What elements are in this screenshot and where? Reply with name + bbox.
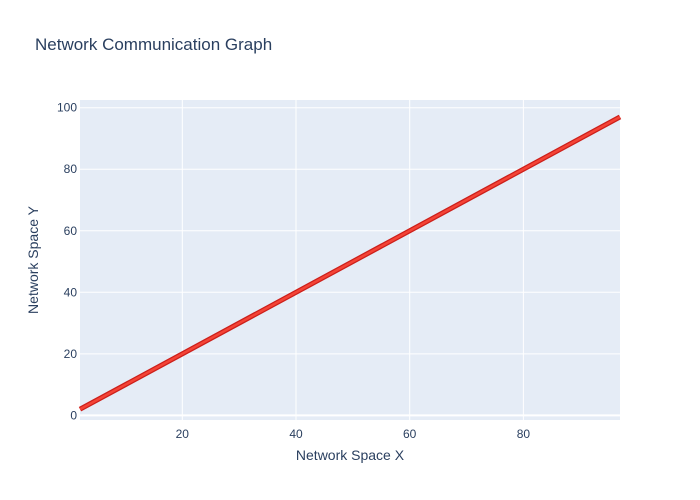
plot-area xyxy=(80,100,620,420)
tick-labels: 20 40 60 80 0 20 40 60 80 100 xyxy=(57,101,530,441)
y-tick-label: 80 xyxy=(64,162,78,176)
grid xyxy=(80,100,620,420)
x-tick-label: 20 xyxy=(176,427,190,441)
series-layer xyxy=(78,114,622,412)
chart-title: Network Communication Graph xyxy=(35,35,272,54)
series-line xyxy=(79,115,621,411)
y-tick-label: 100 xyxy=(57,101,77,115)
x-axis-title: Network Space X xyxy=(296,447,405,463)
y-tick-label: 60 xyxy=(64,224,78,238)
y-tick-label: 0 xyxy=(70,408,77,422)
y-axis-title: Network Space Y xyxy=(25,205,41,314)
x-tick-label: 40 xyxy=(289,427,303,441)
x-tick-label: 60 xyxy=(403,427,417,441)
y-tick-label: 40 xyxy=(64,285,78,299)
x-tick-label: 80 xyxy=(517,427,531,441)
y-tick-label: 20 xyxy=(64,347,78,361)
